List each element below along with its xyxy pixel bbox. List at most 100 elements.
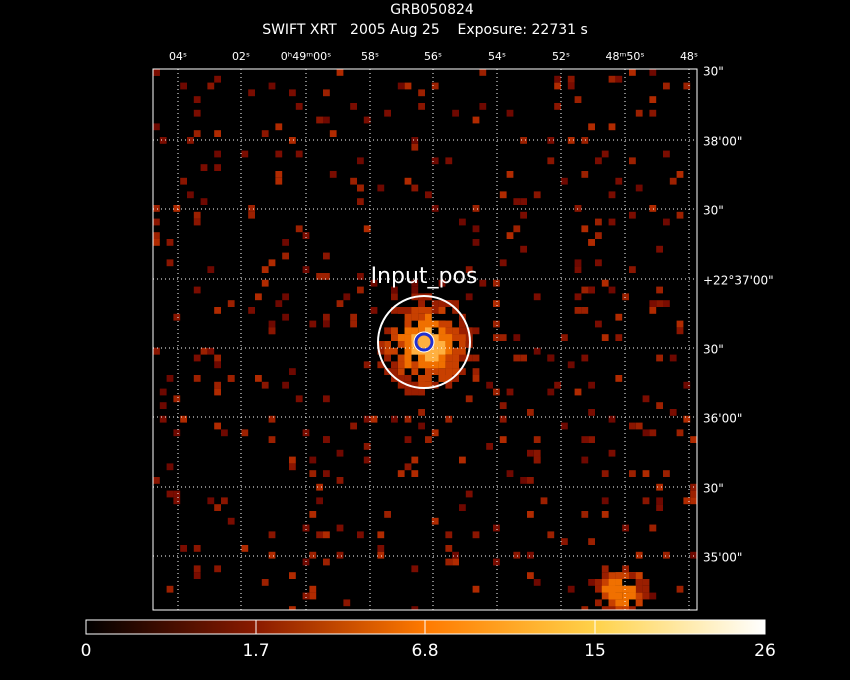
pixel xyxy=(404,361,412,369)
pixel xyxy=(214,565,221,573)
pixel xyxy=(153,123,160,131)
pixel xyxy=(465,266,473,273)
pixel xyxy=(452,551,459,559)
pixel xyxy=(316,273,323,280)
pixel xyxy=(391,361,398,369)
pixel xyxy=(499,402,507,409)
pixel xyxy=(214,361,221,369)
pixel xyxy=(391,307,398,314)
pixel xyxy=(153,477,160,484)
pixel xyxy=(615,592,623,600)
pixel xyxy=(357,184,364,192)
pixel xyxy=(445,381,453,389)
pixel xyxy=(418,341,425,348)
pixel xyxy=(173,429,181,437)
pixel xyxy=(438,320,446,328)
pixel xyxy=(499,436,507,443)
pixel xyxy=(268,551,276,559)
pixel xyxy=(275,150,283,158)
pixel xyxy=(622,592,629,600)
pixel xyxy=(166,463,174,471)
pixel xyxy=(533,191,541,199)
pixel xyxy=(615,599,623,607)
pixel xyxy=(574,293,582,301)
pixel xyxy=(261,279,269,287)
pixel xyxy=(411,137,419,144)
pixel xyxy=(248,205,255,212)
input-position-marker xyxy=(414,332,434,352)
pixel xyxy=(173,313,181,321)
pixel xyxy=(418,320,425,328)
pixel xyxy=(588,409,595,416)
pixel xyxy=(656,300,663,307)
pixel xyxy=(404,327,412,335)
pixel xyxy=(323,531,330,539)
pixel xyxy=(472,327,480,335)
pixel xyxy=(608,286,616,294)
pixel xyxy=(289,572,296,579)
pixel xyxy=(384,341,391,348)
pixel xyxy=(370,415,378,423)
pixel xyxy=(411,388,419,396)
pixel xyxy=(153,239,160,246)
pixel xyxy=(663,150,670,158)
dec-tick-label: 36'00" xyxy=(703,412,742,426)
pixel xyxy=(479,279,487,287)
pixel xyxy=(418,313,425,321)
pixel xyxy=(642,592,650,600)
pixel xyxy=(418,327,425,335)
pixel xyxy=(608,572,616,579)
pixel xyxy=(397,307,405,314)
pixel xyxy=(486,381,493,389)
pixel xyxy=(588,538,595,545)
pixel xyxy=(629,592,636,600)
pixel xyxy=(683,82,691,90)
pixel xyxy=(187,137,194,144)
pixel xyxy=(676,429,684,437)
pixel xyxy=(663,218,670,226)
ra-tick-label: 54ˢ xyxy=(488,50,506,63)
pixel xyxy=(268,327,276,335)
pixel xyxy=(459,347,466,355)
pixel xyxy=(180,82,187,90)
pixel xyxy=(567,137,575,144)
pixel xyxy=(601,334,609,341)
pixel xyxy=(384,109,391,117)
pixel xyxy=(261,266,269,273)
pixel xyxy=(357,273,364,280)
pixel xyxy=(336,449,344,457)
pixel xyxy=(289,137,296,144)
dec-tick-label: +22°37'00" xyxy=(703,274,774,288)
pixel xyxy=(642,470,650,477)
pixel xyxy=(608,218,616,226)
pixel xyxy=(193,286,201,294)
pixel xyxy=(438,361,446,369)
pixel xyxy=(309,320,317,328)
pixel xyxy=(166,259,174,267)
pixel xyxy=(227,375,235,382)
pixel xyxy=(663,551,670,559)
pixel xyxy=(391,327,398,335)
dec-tick-label: 30" xyxy=(703,343,724,357)
pixel xyxy=(153,218,160,226)
pixel xyxy=(391,286,398,294)
colorbar-label: 1.7 xyxy=(242,641,269,661)
pixel xyxy=(350,177,357,185)
pixel xyxy=(411,361,419,369)
pixel xyxy=(465,490,473,498)
pixel xyxy=(615,313,623,321)
pixel xyxy=(493,524,500,532)
pixel xyxy=(452,375,459,382)
pixel xyxy=(214,422,221,430)
pixel xyxy=(207,347,215,355)
pixel xyxy=(472,239,480,246)
pixel xyxy=(425,341,432,348)
pixel xyxy=(397,341,405,348)
pixel xyxy=(452,347,459,355)
pixel xyxy=(574,388,582,396)
pixel xyxy=(649,300,657,307)
pixel xyxy=(622,565,629,573)
pixel xyxy=(200,198,208,205)
pixel xyxy=(663,470,670,477)
